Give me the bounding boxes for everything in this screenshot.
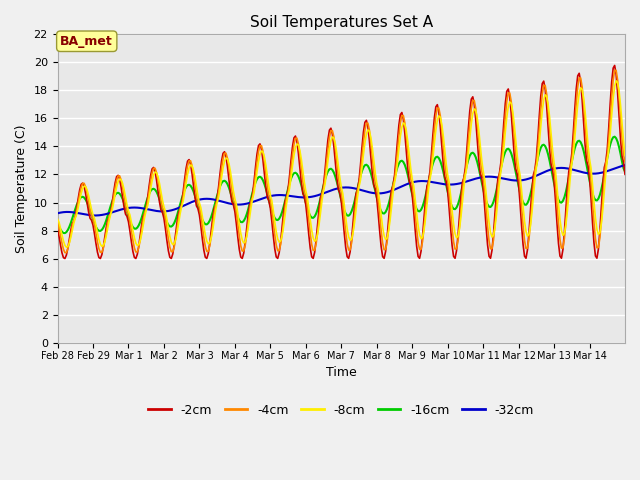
Y-axis label: Soil Temperature (C): Soil Temperature (C) (15, 124, 28, 253)
Title: Soil Temperatures Set A: Soil Temperatures Set A (250, 15, 433, 30)
Legend: -2cm, -4cm, -8cm, -16cm, -32cm: -2cm, -4cm, -8cm, -16cm, -32cm (143, 399, 540, 422)
X-axis label: Time: Time (326, 366, 356, 379)
Text: BA_met: BA_met (60, 35, 113, 48)
